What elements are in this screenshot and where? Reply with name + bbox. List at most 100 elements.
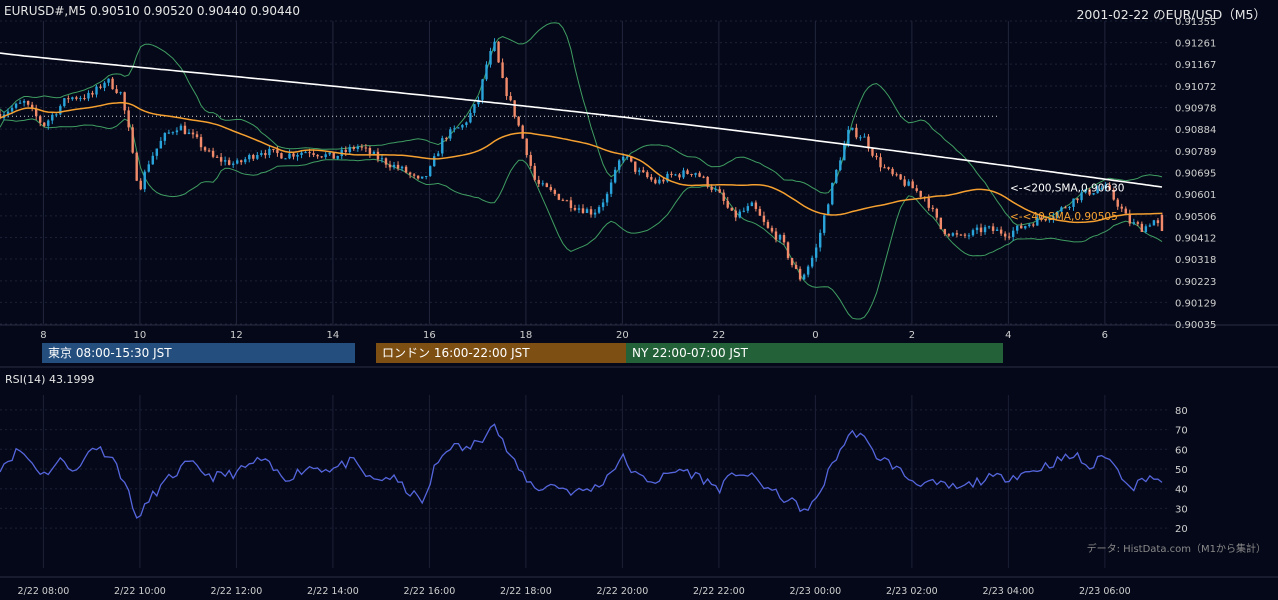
candle-body [163, 132, 167, 141]
rsi-time-tick-label: 2/23 00:00 [790, 586, 842, 597]
candle-body [240, 160, 243, 163]
price-tick-label: 0.90035 [1175, 320, 1216, 331]
candle-body [127, 110, 130, 128]
candle-body [750, 202, 754, 207]
candle-body [509, 96, 512, 101]
candle-body [887, 167, 890, 169]
candle-body [1108, 184, 1111, 190]
rsi-time-tick-label: 2/22 18:00 [500, 586, 552, 597]
candle-body [819, 232, 822, 248]
candle-body [1020, 225, 1023, 229]
candle-body [1160, 214, 1164, 232]
candle-body [236, 160, 239, 164]
candle-body [694, 173, 697, 175]
rsi-line [0, 423, 1163, 519]
candle-body [859, 137, 862, 139]
session-newyork: NY 22:00-07:00 JST [626, 343, 1003, 363]
candle-body [1040, 217, 1043, 219]
candle-body [1028, 224, 1031, 227]
candle-body [39, 116, 42, 123]
rsi-tick-label: 40 [1175, 485, 1188, 496]
candle-body [461, 124, 464, 128]
time-tick-label: 16 [423, 330, 436, 341]
candle-body [501, 62, 504, 78]
candle-body [951, 233, 955, 236]
candle-body [195, 134, 199, 138]
bollinger-upper-band [0, 22, 1163, 226]
candle-body [678, 174, 681, 178]
candle-body [179, 125, 183, 131]
candle-body [30, 104, 34, 109]
session-london: ロンドン 16:00-22:00 JST [376, 343, 626, 363]
candle-body [903, 179, 906, 186]
candle-body [465, 122, 468, 125]
candle-body [131, 127, 134, 153]
rsi-time-tick-label: 2/22 08:00 [18, 586, 70, 597]
candle-body [1064, 207, 1067, 209]
candle-body [1016, 225, 1019, 231]
candle-body [91, 92, 94, 95]
candle-body [814, 247, 818, 258]
candle-body [449, 129, 452, 139]
sma200-line [0, 52, 1163, 188]
symbol-ohlc-label: EURUSD#,M5 0.90510 0.90520 0.90440 0.904… [4, 4, 300, 18]
candle-body [734, 210, 737, 218]
candle-body [662, 179, 665, 182]
candle-body [835, 169, 838, 183]
candle-body [1080, 192, 1083, 201]
price-tick-label: 0.91261 [1175, 39, 1216, 50]
candle-body [87, 92, 90, 99]
time-tick-label: 14 [327, 330, 340, 341]
candle-body [702, 176, 705, 178]
candle-body [782, 235, 786, 243]
candle-body [147, 164, 150, 172]
candle-body [292, 153, 295, 157]
candle-body [457, 127, 460, 129]
candle-body [798, 268, 802, 280]
bollinger-lower-band [0, 118, 1163, 320]
candle-body [774, 231, 778, 240]
candle-body [1007, 236, 1011, 238]
candle-body [1112, 189, 1115, 200]
time-tick-label: 0 [812, 330, 818, 341]
candle-body [284, 158, 287, 160]
candle-body [778, 235, 782, 240]
chart-title: 2001-02-22 のEUR/USD（M5） [1076, 7, 1266, 22]
candle-body [517, 116, 520, 126]
candle-body [630, 156, 633, 162]
candle-body [199, 137, 203, 148]
candle-body [911, 181, 914, 189]
candle-body [252, 154, 255, 159]
candle-body [47, 120, 50, 126]
candle-body [871, 148, 874, 156]
candle-body [111, 78, 114, 90]
candle-body [806, 266, 810, 275]
candle-body [581, 208, 585, 213]
price-tick-label: 0.90318 [1175, 255, 1216, 266]
candle-body [758, 208, 762, 216]
candle-body [437, 153, 440, 157]
candle-body [493, 41, 496, 52]
candle-body [1072, 198, 1075, 207]
rsi-tick-label: 50 [1175, 465, 1188, 476]
candle-body [67, 98, 70, 100]
candle-body [569, 200, 573, 208]
candle-body [879, 157, 882, 168]
candle-body [227, 160, 231, 165]
candle-body [408, 172, 412, 175]
candle-body [585, 209, 589, 213]
candle-body [328, 152, 331, 155]
candle-body [561, 199, 565, 201]
price-tick-label: 0.90884 [1175, 125, 1216, 136]
candle-body [549, 187, 553, 191]
candle-body [1092, 193, 1095, 195]
candle-body [875, 155, 878, 158]
candle-body [991, 226, 995, 231]
candle-body [1152, 220, 1156, 226]
candle-body [368, 147, 372, 154]
candle-body [626, 156, 629, 158]
candle-body [686, 170, 689, 174]
candle-body [847, 129, 850, 144]
rsi-time-tick-label: 2/23 04:00 [983, 586, 1035, 597]
candle-body [372, 151, 376, 154]
